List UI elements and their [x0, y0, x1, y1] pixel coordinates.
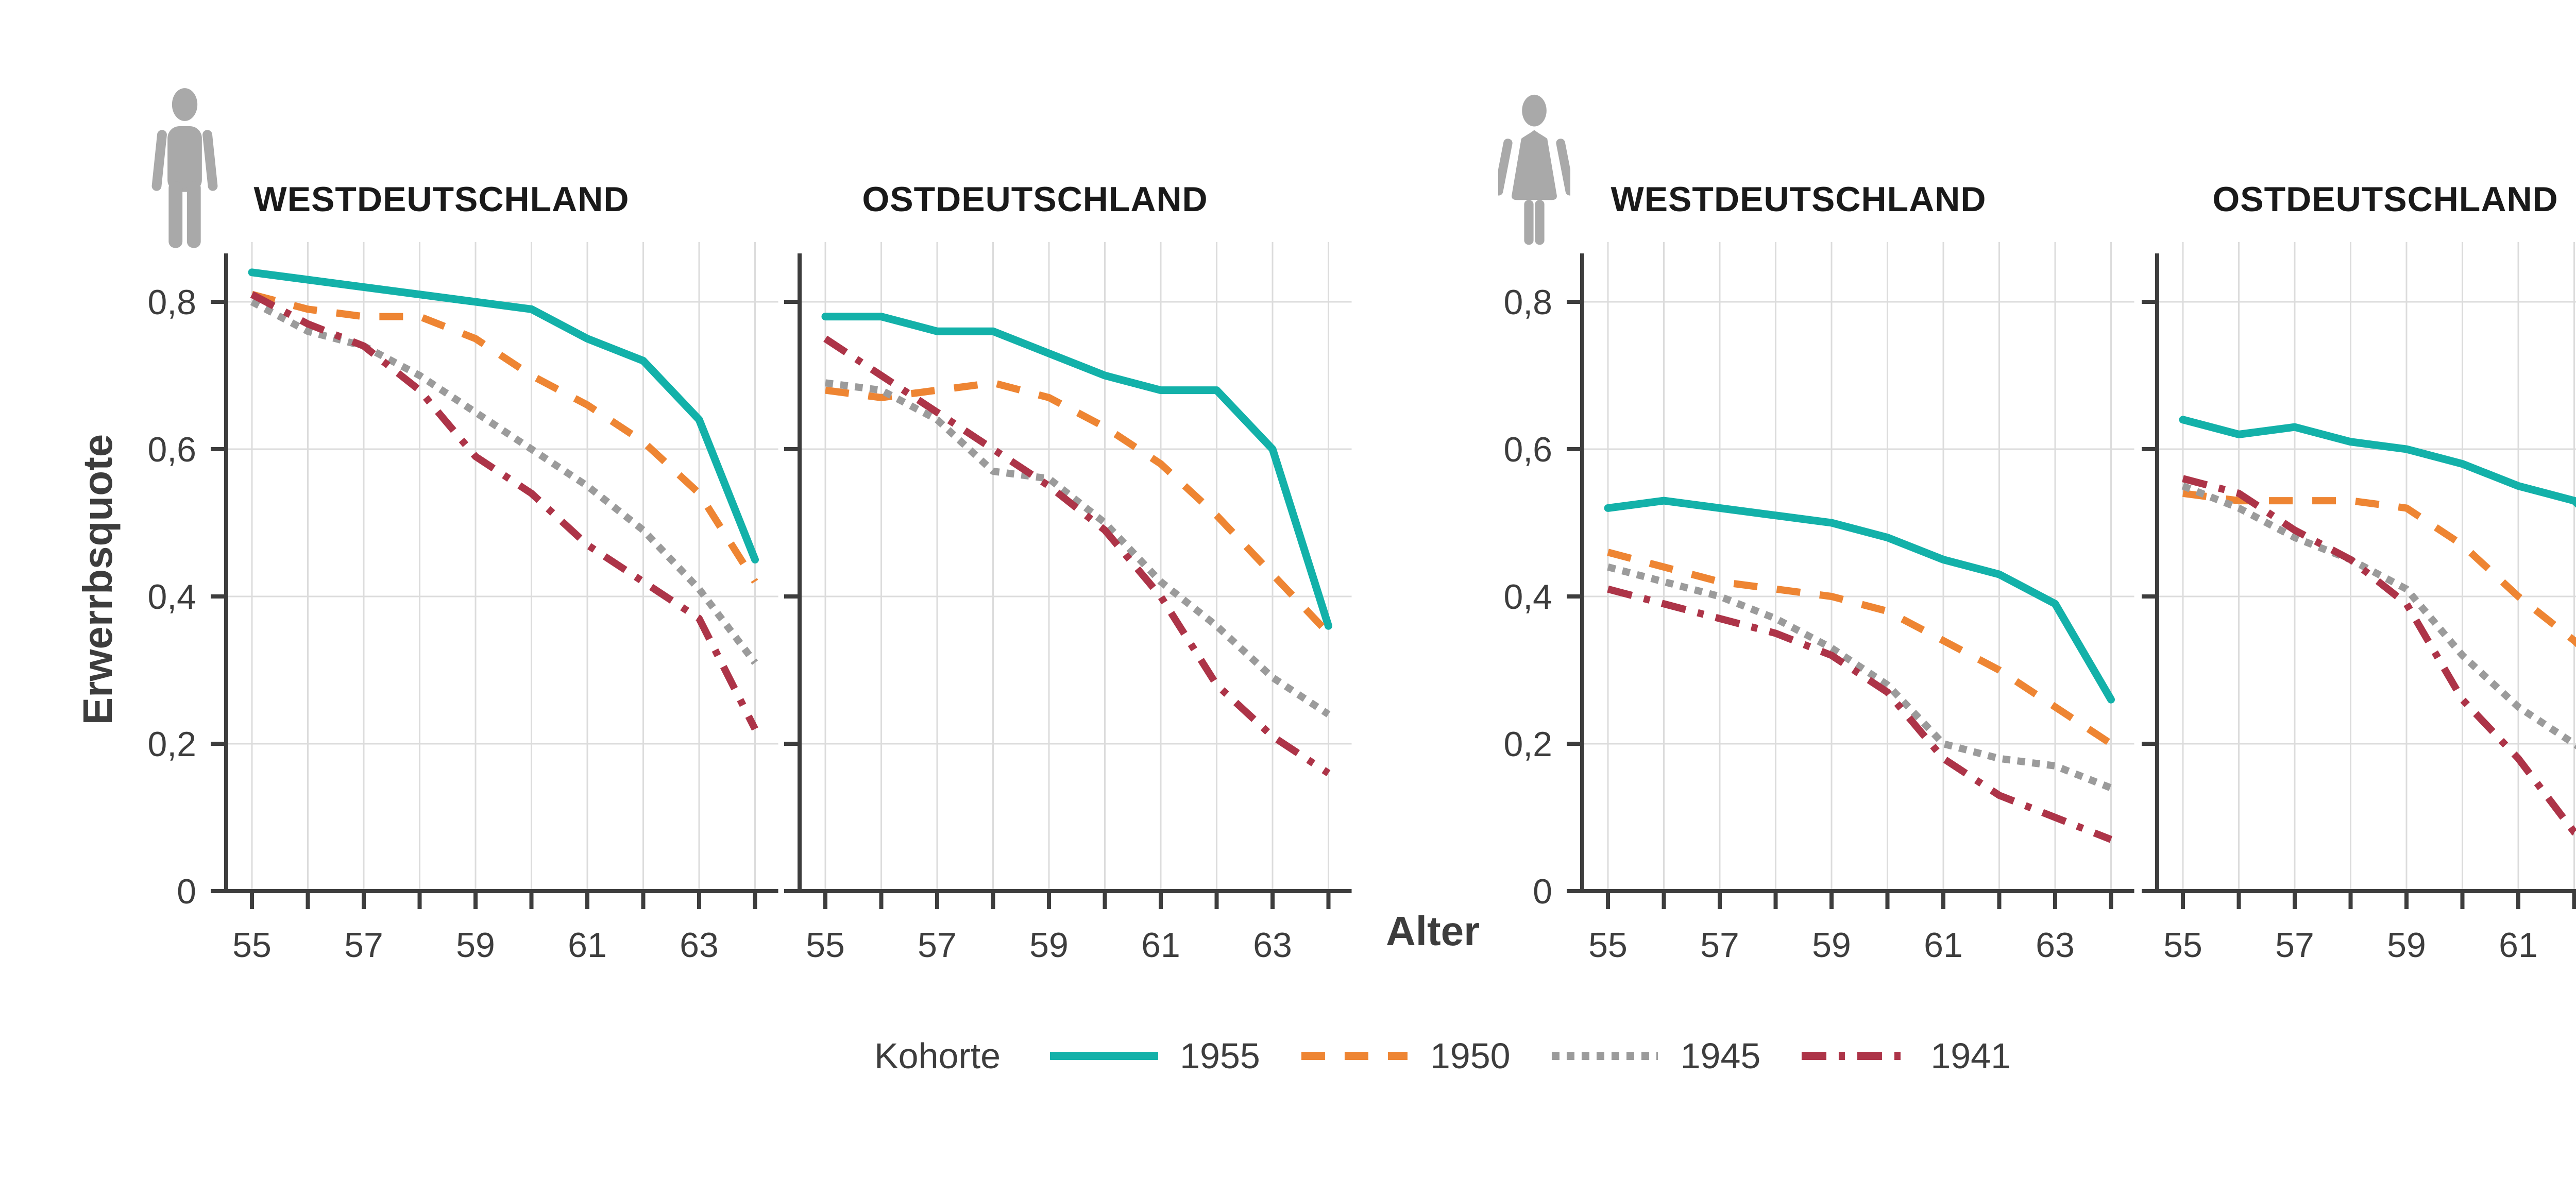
- legend-title: Kohorte: [874, 1036, 1001, 1076]
- x-axis-title: Alter: [1386, 908, 1480, 954]
- series-line-1955: [248, 268, 759, 563]
- x-tick-label: 63: [2036, 926, 2075, 965]
- series-line-1941: [2182, 475, 2576, 837]
- series-line-1941: [1607, 585, 2113, 843]
- y-axis-title: Erwerrbsquote: [75, 434, 121, 725]
- series-line-1950: [251, 291, 758, 584]
- x-tick-label: 63: [680, 926, 719, 965]
- y-tick-label: 0,4: [1503, 577, 1552, 617]
- panel-women-west: 0 0,2 0,4 0,6 0,8 55 57 59 61 63: [1503, 242, 2134, 965]
- series-line-1941: [250, 291, 758, 731]
- x-tick-label: 61: [1141, 926, 1180, 965]
- series-line-1941: [823, 335, 1331, 777]
- male-icon: [147, 87, 222, 249]
- legend-label: 1950: [1430, 1036, 1511, 1076]
- x-tick-label: 61: [1924, 926, 1963, 965]
- legend-item-1941: 1941: [1801, 1035, 2011, 1077]
- x-tick-label: 59: [456, 926, 495, 965]
- y-tick-label: 0,6: [1503, 430, 1552, 469]
- legend-label: 1941: [1930, 1036, 2011, 1076]
- x-tick-label: 59: [1812, 926, 1851, 965]
- x-tick-label: 59: [1029, 926, 1069, 965]
- y-tick-label: 0,4: [147, 577, 196, 617]
- x-tick-label: 59: [2387, 926, 2426, 965]
- panel-title-women-west: WESTDEUTSCHLAND: [1611, 180, 1987, 219]
- legend-item-1945: 1945: [1551, 1035, 1761, 1077]
- x-tick-label: 55: [806, 926, 845, 965]
- male-icon-head: [172, 88, 198, 121]
- series-line-1945: [2181, 482, 2576, 749]
- series-line-1950: [2182, 489, 2576, 647]
- legend-item-1955: 1955: [1050, 1035, 1260, 1077]
- x-tick-label: 57: [1700, 926, 1739, 965]
- x-tick-label: 55: [1588, 926, 1628, 965]
- series-line-1945: [825, 379, 1331, 717]
- x-tick-label: 63: [1253, 926, 1292, 965]
- x-tick-label: 57: [918, 926, 957, 965]
- x-tick-label: 61: [568, 926, 607, 965]
- legend-swatch-1950-icon: [1301, 1052, 1408, 1060]
- series-line-1945: [1607, 563, 2113, 792]
- x-tick-label: 57: [2275, 926, 2314, 965]
- legend-swatch-1945-icon: [1551, 1052, 1658, 1060]
- series-line-1955: [821, 313, 1332, 630]
- x-tick-label: 55: [2163, 926, 2202, 965]
- legend-swatch-1941-icon: [1802, 1052, 1908, 1060]
- x-tick-label: 57: [344, 926, 383, 965]
- y-tick-label: 0,6: [147, 430, 196, 469]
- y-tick-label: 0,8: [147, 283, 196, 322]
- y-tick-label: 0,2: [1503, 725, 1552, 764]
- panel-title-men-west: WESTDEUTSCHLAND: [253, 180, 630, 219]
- legend-label: 1945: [1680, 1036, 1761, 1076]
- y-tick-label: 0,8: [1503, 283, 1552, 322]
- legend-item-1950: 1950: [1300, 1035, 1511, 1077]
- panel-title-women-east: OSTDEUTSCHLAND: [2212, 180, 2558, 219]
- series-line-1955: [1604, 497, 2115, 704]
- legend-label: 1955: [1180, 1036, 1260, 1076]
- y-tick-label: 0,2: [147, 725, 196, 764]
- female-icon-head: [1522, 94, 1547, 127]
- female-icon: [1494, 89, 1575, 254]
- panel-men-west: 0 0,2 0,4 0,6 0,8 55 57 59 61 63: [147, 242, 778, 965]
- x-tick-label: 61: [2499, 926, 2538, 965]
- y-tick-label: 0: [177, 872, 196, 911]
- series-line-1955: [2179, 416, 2576, 508]
- y-tick-label: 0: [1533, 872, 1552, 911]
- legend-swatch-1955-icon: [1050, 1052, 1159, 1060]
- series-line-1950: [1607, 549, 2113, 747]
- x-tick-label: 55: [232, 926, 272, 965]
- panel-title-men-east: OSTDEUTSCHLAND: [862, 180, 1208, 219]
- panel-men-east: 55 57 59 61 63: [784, 242, 1352, 965]
- legend: Kohorte 1955 1950 1945 1941: [874, 1035, 2011, 1077]
